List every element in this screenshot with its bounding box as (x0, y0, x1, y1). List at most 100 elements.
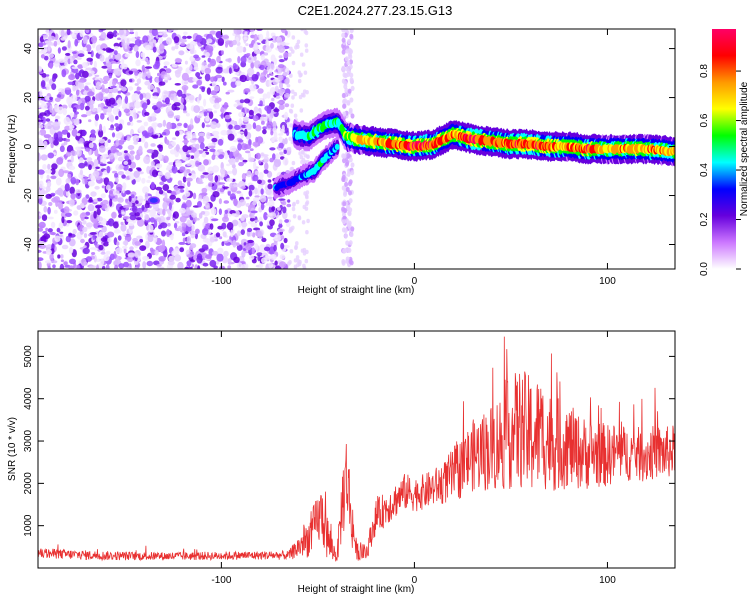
noise-speckle (209, 223, 214, 230)
noise-speckle (152, 46, 157, 53)
noise-speckle (111, 132, 116, 138)
noise-speckle (144, 57, 149, 62)
noise-speckle (158, 81, 166, 86)
noise-speckle (271, 88, 275, 96)
noise-speckle (99, 54, 105, 62)
noise-speckle (59, 231, 64, 234)
noise-speckle (248, 189, 253, 197)
noise-speckle (209, 58, 217, 67)
noise-speckle (348, 157, 353, 163)
noise-speckle (234, 72, 240, 76)
noise-speckle (185, 135, 192, 139)
noise-speckle (217, 138, 224, 146)
noise-speckle (147, 84, 155, 90)
noise-speckle (38, 65, 43, 73)
noise-speckle (158, 171, 163, 176)
noise-speckle (38, 221, 46, 229)
noise-speckle (300, 248, 305, 253)
noise-speckle (198, 136, 205, 144)
noise-speckle (253, 42, 258, 50)
noise-speckle (154, 249, 159, 256)
noise-speckle (163, 65, 168, 69)
noise-speckle (176, 115, 181, 119)
noise-speckle (54, 235, 61, 243)
noise-speckle (187, 181, 191, 187)
noise-speckle (267, 196, 273, 200)
noise-speckle (264, 162, 269, 171)
noise-speckle (227, 189, 231, 196)
noise-speckle (157, 123, 163, 128)
noise-speckle (235, 242, 240, 246)
noise-speckle (52, 121, 60, 127)
noise-speckle (299, 155, 304, 160)
noise-speckle (253, 34, 258, 42)
noise-speckle (152, 105, 158, 111)
noise-speckle (275, 79, 281, 82)
noise-speckle (44, 96, 51, 101)
noise-speckle (77, 64, 84, 69)
noise-speckle (174, 254, 182, 262)
noise-speckle (203, 98, 207, 107)
noise-speckle (218, 198, 222, 205)
noise-speckle (51, 163, 58, 170)
noise-speckle (224, 114, 231, 120)
noise-speckle (183, 31, 188, 35)
noise-speckle (278, 133, 284, 136)
noise-speckle (94, 247, 98, 251)
noise-speckle (167, 111, 174, 119)
noise-speckle (43, 233, 51, 240)
noise-speckle (45, 74, 50, 77)
noise-speckle (188, 266, 193, 269)
noise-speckle (247, 227, 253, 233)
noise-speckle (132, 134, 140, 143)
noise-speckle (341, 259, 346, 265)
noise-speckle (104, 141, 109, 148)
noise-speckle (206, 240, 213, 247)
noise-speckle (123, 261, 130, 268)
noise-speckle (156, 264, 162, 267)
noise-speckle (113, 229, 121, 234)
noise-speckle (38, 140, 44, 147)
noise-speckle (47, 216, 54, 220)
noise-speckle (98, 138, 106, 144)
noise-speckle (230, 229, 234, 238)
noise-speckle (47, 206, 51, 215)
noise-speckle (288, 136, 293, 141)
noise-speckle (258, 172, 264, 180)
noise-speckle (59, 145, 65, 153)
noise-speckle (107, 237, 112, 243)
noise-speckle (122, 245, 128, 249)
noise-speckle (278, 76, 282, 84)
noise-speckle (195, 143, 200, 150)
noise-speckle (171, 103, 177, 111)
noise-speckle (166, 189, 172, 194)
noise-speckle (348, 190, 352, 196)
noise-speckle (294, 245, 298, 251)
noise-speckle (101, 84, 105, 91)
isolated-feature-core (149, 197, 158, 203)
noise-speckle (85, 194, 90, 199)
noise-speckle (270, 73, 274, 76)
noise-speckle (265, 45, 273, 53)
noise-speckle (292, 202, 296, 207)
noise-speckle (153, 219, 158, 228)
noise-speckle (94, 113, 99, 121)
noise-speckle (269, 219, 275, 227)
noise-speckle (147, 175, 153, 179)
noise-speckle (66, 190, 70, 197)
noise-speckle (42, 164, 47, 170)
noise-speckle (289, 167, 294, 172)
noise-speckle (75, 72, 80, 80)
noise-speckle (131, 94, 136, 102)
noise-speckle (140, 52, 146, 58)
noise-speckle (100, 258, 105, 266)
noise-speckle (245, 196, 250, 200)
noise-speckle (135, 31, 139, 38)
noise-speckle (151, 29, 158, 37)
noise-speckle (270, 42, 274, 49)
noise-speckle (209, 259, 217, 268)
noise-speckle (276, 101, 283, 104)
noise-speckle (274, 260, 278, 266)
noise-speckle (124, 42, 128, 50)
noise-speckle (349, 49, 353, 55)
